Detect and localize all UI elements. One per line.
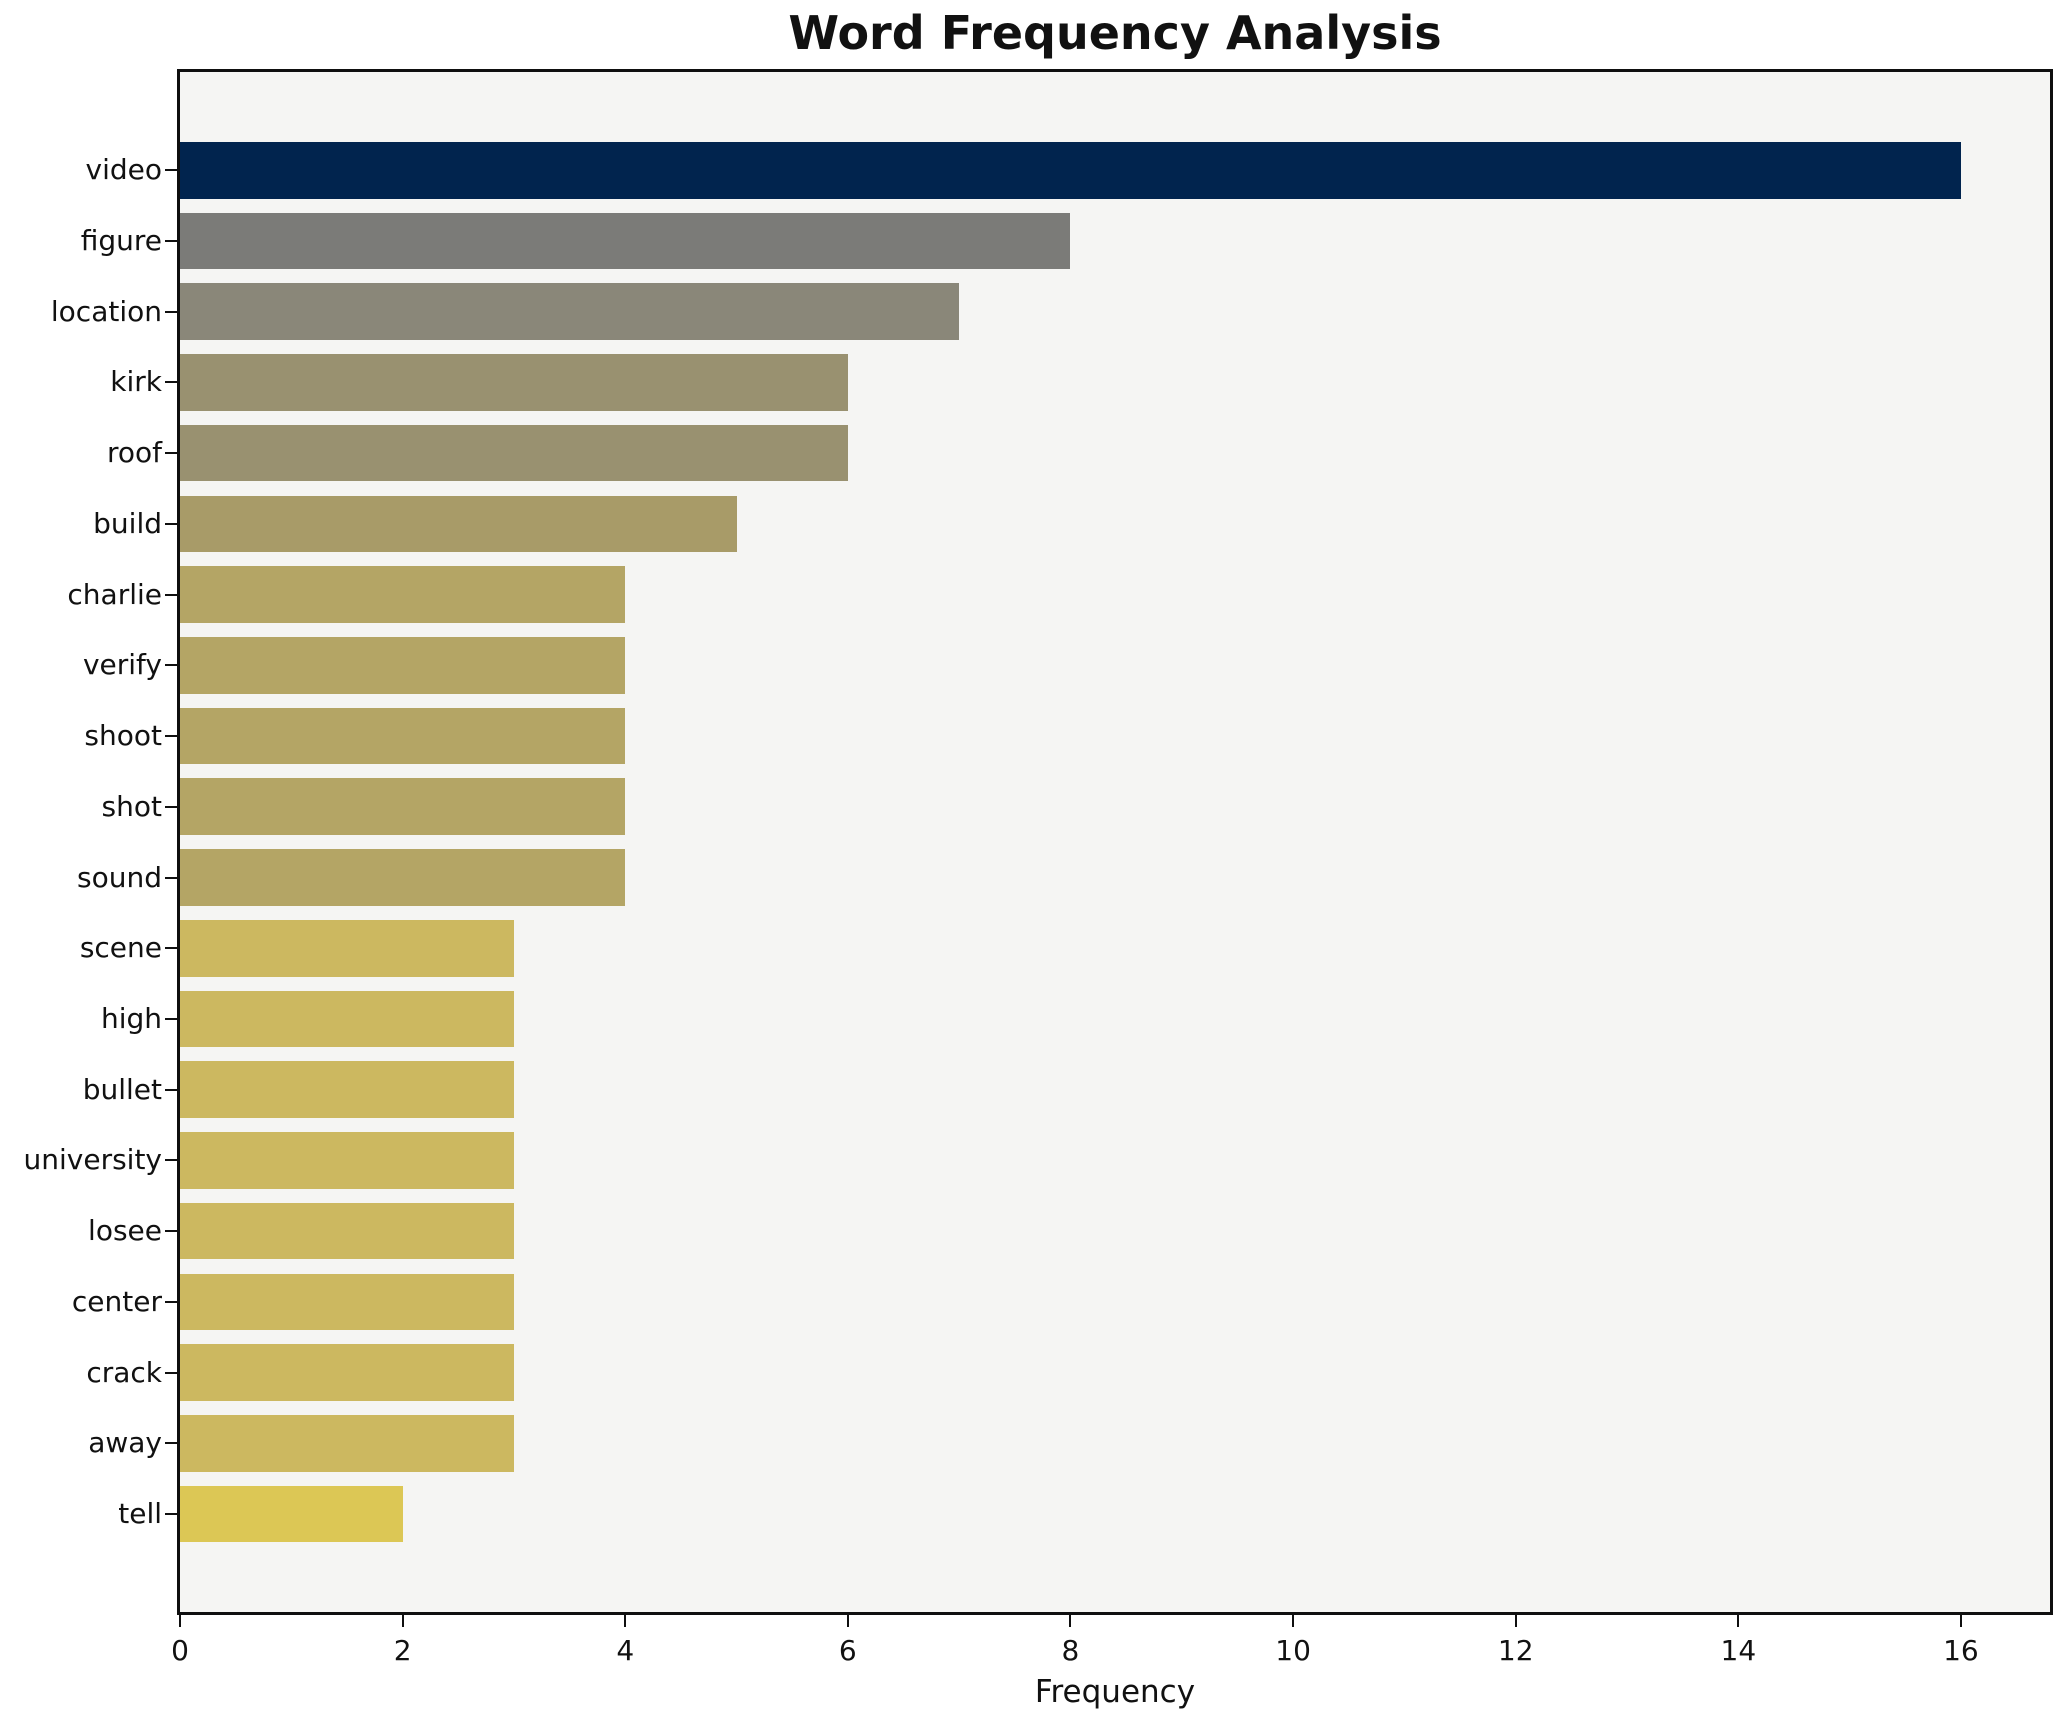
y-tick-mark-location xyxy=(165,310,177,313)
bar-losee xyxy=(180,1202,514,1260)
y-tick-mark-shot xyxy=(165,805,177,808)
y-tick-mark-tell xyxy=(165,1512,177,1515)
x-tick-mark-0 xyxy=(179,1615,181,1627)
bar-scene xyxy=(180,919,514,977)
y-tick-label-kirk: kirk xyxy=(110,365,162,399)
y-tick-label-high: high xyxy=(100,1001,162,1035)
y-tick-mark-figure xyxy=(165,240,177,243)
x-tick-mark-14 xyxy=(1737,1615,1740,1627)
y-tick-mark-losee xyxy=(165,1230,177,1233)
y-tick-label-roof: roof xyxy=(106,436,162,470)
y-tick-label-charlie: charlie xyxy=(67,577,162,611)
y-tick-label-shot: shot xyxy=(101,789,162,823)
y-tick-mark-center xyxy=(165,1300,177,1303)
x-tick-label-4: 4 xyxy=(616,1634,635,1667)
y-tick-label-away: away xyxy=(88,1426,162,1460)
bar-shot xyxy=(180,778,626,836)
y-tick-mark-university xyxy=(165,1159,177,1162)
y-tick-mark-high xyxy=(165,1017,177,1020)
bar-roof xyxy=(180,424,848,482)
bar-verify xyxy=(180,637,626,694)
y-tick-label-shoot: shoot xyxy=(84,719,162,753)
y-tick-mark-sound xyxy=(165,876,177,879)
y-tick-label-verify: verify xyxy=(82,648,162,682)
bar-high xyxy=(180,990,514,1048)
bar-build xyxy=(180,495,737,553)
y-tick-mark-kirk xyxy=(165,381,177,384)
bar-university xyxy=(180,1132,514,1189)
y-tick-label-scene: scene xyxy=(79,931,162,965)
x-tick-mark-12 xyxy=(1514,1615,1517,1627)
y-tick-label-video: video xyxy=(85,153,162,187)
y-tick-mark-scene xyxy=(165,947,177,950)
bar-charlie xyxy=(180,566,626,623)
y-tick-label-tell: tell xyxy=(118,1496,162,1530)
y-tick-label-university: university xyxy=(23,1143,163,1177)
y-tick-label-location: location xyxy=(50,294,162,328)
y-tick-label-bullet: bullet xyxy=(82,1072,162,1106)
x-tick-label-8: 8 xyxy=(1061,1634,1080,1667)
x-tick-mark-10 xyxy=(1292,1615,1295,1627)
x-tick-label-12: 12 xyxy=(1497,1634,1534,1667)
bar-sound xyxy=(180,849,626,906)
x-tick-mark-2 xyxy=(401,1615,404,1627)
y-tick-mark-crack xyxy=(165,1371,177,1374)
x-tick-label-2: 2 xyxy=(393,1634,412,1667)
y-tick-mark-verify xyxy=(165,664,177,667)
y-tick-mark-build xyxy=(165,522,177,525)
y-tick-mark-bullet xyxy=(165,1088,177,1091)
bar-tell xyxy=(180,1485,403,1543)
y-tick-mark-video xyxy=(165,169,177,172)
bar-center xyxy=(180,1273,514,1331)
bar-video xyxy=(180,142,1961,199)
x-tick-label-0: 0 xyxy=(171,1634,189,1667)
y-tick-label-crack: crack xyxy=(86,1355,162,1389)
x-tick-mark-4 xyxy=(624,1615,627,1627)
y-tick-mark-away xyxy=(165,1442,177,1445)
y-tick-mark-roof xyxy=(165,452,177,455)
y-tick-mark-charlie xyxy=(165,593,177,596)
y-tick-label-build: build xyxy=(93,506,162,540)
bar-kirk xyxy=(180,354,848,411)
y-tick-label-losee: losee xyxy=(88,1214,162,1248)
bar-location xyxy=(180,283,960,341)
y-tick-label-figure: figure xyxy=(80,224,162,258)
x-axis-label: Frequency xyxy=(1034,1674,1196,1710)
bar-crack xyxy=(180,1344,514,1401)
bar-bullet xyxy=(180,1061,514,1118)
x-tick-label-10: 10 xyxy=(1275,1634,1311,1667)
y-tick-label-center: center xyxy=(71,1284,162,1318)
x-tick-label-6: 6 xyxy=(838,1634,857,1667)
bar-figure xyxy=(180,212,1071,270)
bar-away xyxy=(180,1414,514,1472)
plot-area xyxy=(177,69,2053,1615)
x-tick-label-16: 16 xyxy=(1943,1634,1979,1667)
y-tick-label-sound: sound xyxy=(77,860,162,894)
x-tick-label-14: 14 xyxy=(1720,1634,1757,1667)
x-tick-mark-8 xyxy=(1069,1615,1072,1627)
bar-shoot xyxy=(180,707,626,765)
chart-title: Word Frequency Analysis xyxy=(788,6,1442,60)
y-tick-mark-shoot xyxy=(165,735,177,738)
x-tick-mark-16 xyxy=(1959,1615,1962,1627)
x-tick-mark-6 xyxy=(846,1615,849,1627)
